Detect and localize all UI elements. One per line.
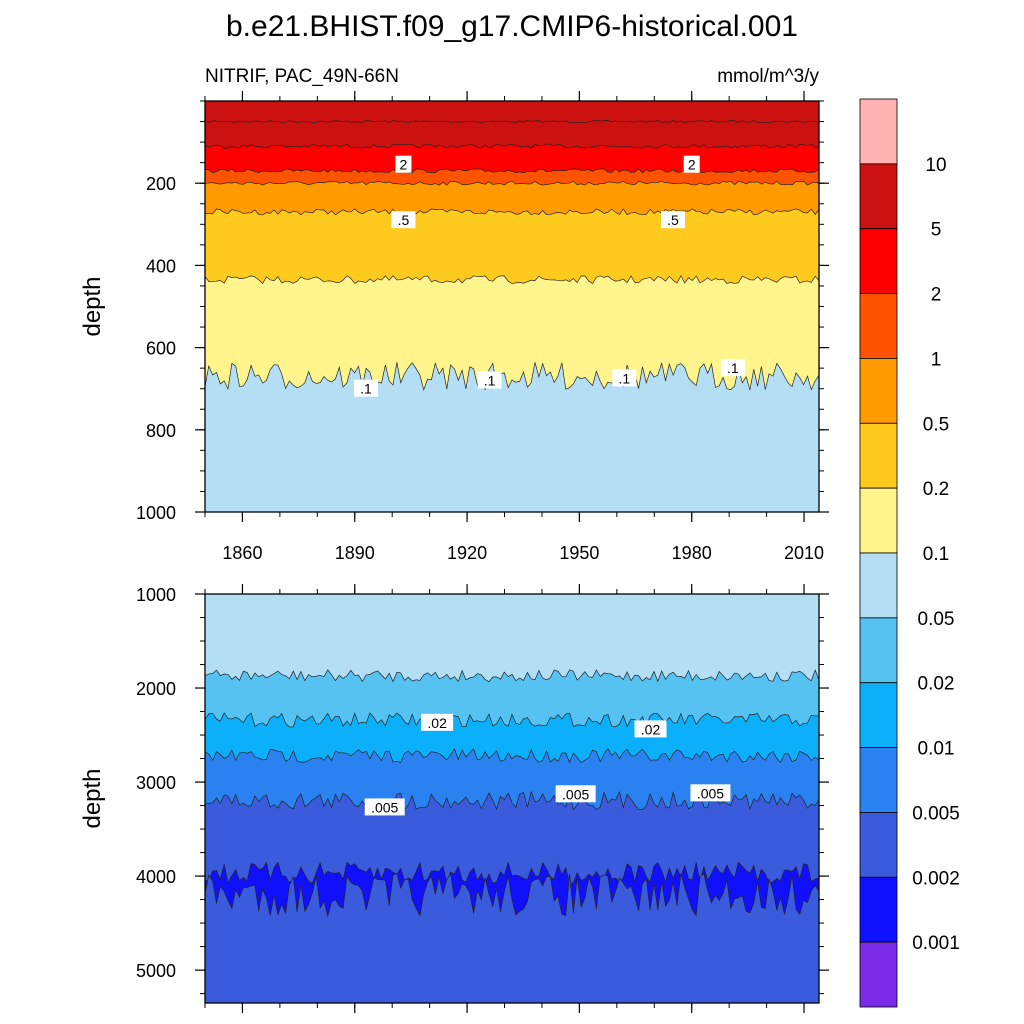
lower-panel: .02 .02 .005 .005 .005 1000 2000 3000 4000 5000 de… (79, 584, 829, 1013)
colorbar-label: 1 (931, 349, 942, 370)
contour-label: .5 (660, 211, 685, 229)
colorbar-box (859, 422, 898, 489)
x-tick-label: 1980 (672, 543, 712, 563)
svg-text:.5: .5 (398, 212, 410, 228)
colorbar-label: 0.005 (912, 803, 960, 824)
subtitle-left: NITRIF, PAC_49N-66N (205, 66, 399, 87)
upper-panel: 2 2 .5 .5 .1 .1 .1 .1 200 400 600 800 1000 1860 1890 19… (79, 91, 829, 563)
svg-text:.1: .1 (618, 370, 630, 386)
y-tick-label: 800 (146, 421, 176, 441)
subtitle-right: mmol/m^3/y (717, 66, 819, 87)
svg-text:.02: .02 (641, 721, 661, 737)
svg-text:.005: .005 (697, 785, 724, 801)
svg-text:.1: .1 (727, 360, 739, 376)
contour-band (205, 143, 819, 174)
y-tick-label: 3000 (136, 773, 176, 793)
colorbar-label: 0.05 (918, 609, 955, 630)
colorbar-box (859, 941, 898, 1008)
contour-label: .5 (391, 211, 416, 229)
y-tick-label: 1000 (136, 585, 176, 605)
colorbar-box (859, 552, 898, 619)
y-axis-label: depth (79, 276, 106, 336)
colorbar-label: 0.001 (912, 933, 960, 954)
contour-label: .02 (634, 720, 667, 738)
colorbar-label: 10 (925, 155, 946, 176)
chart-title: b.e21.BHIST.f09_g17.CMIP6-historical.001 (226, 10, 798, 43)
colorbar-label: 0.2 (923, 479, 949, 500)
colorbar: 10 5 2 1 0.5 0.2 0.1 0.05 0.02 0.01 0.005 0.002 0.00… (859, 98, 960, 1008)
colorbar-label: 0.5 (923, 414, 949, 435)
contour-label: .1 (353, 379, 378, 397)
svg-text:.1: .1 (360, 381, 372, 397)
colorbar-box (859, 163, 898, 230)
colorbar-label: 0.1 (923, 544, 949, 565)
contour-label: .1 (720, 359, 745, 377)
svg-text:2: 2 (688, 157, 696, 173)
colorbar-box (859, 682, 898, 748)
colorbar-box (859, 876, 898, 943)
contour-band (205, 594, 819, 683)
x-tick-label: 1860 (222, 543, 262, 563)
colorbar-box (859, 812, 898, 878)
contour-label: .005 (364, 798, 405, 816)
svg-text:2: 2 (400, 157, 408, 173)
svg-text:.005: .005 (371, 799, 398, 815)
contour-label: .005 (555, 785, 596, 803)
colorbar-label: 0.01 (918, 739, 955, 760)
svg-text:.005: .005 (562, 786, 589, 802)
contour-band (205, 208, 819, 285)
y-tick-label: 200 (146, 174, 176, 194)
y-tick-label: 1000 (136, 503, 176, 523)
plot-frame (204, 593, 820, 1004)
colorbar-label: 0.02 (918, 674, 955, 695)
colorbar-label: 5 (931, 220, 942, 241)
y-tick-label: 600 (146, 339, 176, 359)
contour-label: .005 (690, 784, 731, 802)
contour-label: 2 (683, 155, 700, 173)
contour-label: .1 (477, 371, 502, 389)
colorbar-label: 2 (931, 285, 942, 306)
y-tick-label: 400 (146, 256, 176, 276)
x-tick-label: 2010 (784, 543, 824, 563)
y-tick-label: 5000 (136, 961, 176, 981)
x-tick-label: 1890 (335, 543, 375, 563)
contour-band (205, 120, 819, 149)
contour-band (205, 101, 819, 123)
contour-band (205, 872, 819, 1003)
y-axis-label: depth (79, 768, 106, 828)
colorbar-box (859, 293, 898, 359)
colorbar-box (859, 98, 898, 165)
svg-text:.02: .02 (427, 715, 447, 731)
colorbar-box (859, 617, 898, 684)
svg-text:.5: .5 (667, 212, 679, 228)
svg-text:.1: .1 (484, 372, 496, 388)
x-tick-label: 1950 (559, 543, 599, 563)
y-tick-label: 4000 (136, 867, 176, 887)
colorbar-label: 0.002 (912, 868, 960, 889)
colorbar-box (859, 487, 898, 554)
colorbar-box (859, 228, 898, 294)
contour-label: 2 (395, 155, 412, 173)
x-tick-label: 1920 (447, 543, 487, 563)
colorbar-box (859, 358, 898, 424)
contour-label: .02 (421, 713, 454, 731)
colorbar-box (859, 747, 898, 813)
contour-label: .1 (612, 369, 637, 387)
y-tick-label: 2000 (136, 679, 176, 699)
contour-band (205, 362, 819, 512)
